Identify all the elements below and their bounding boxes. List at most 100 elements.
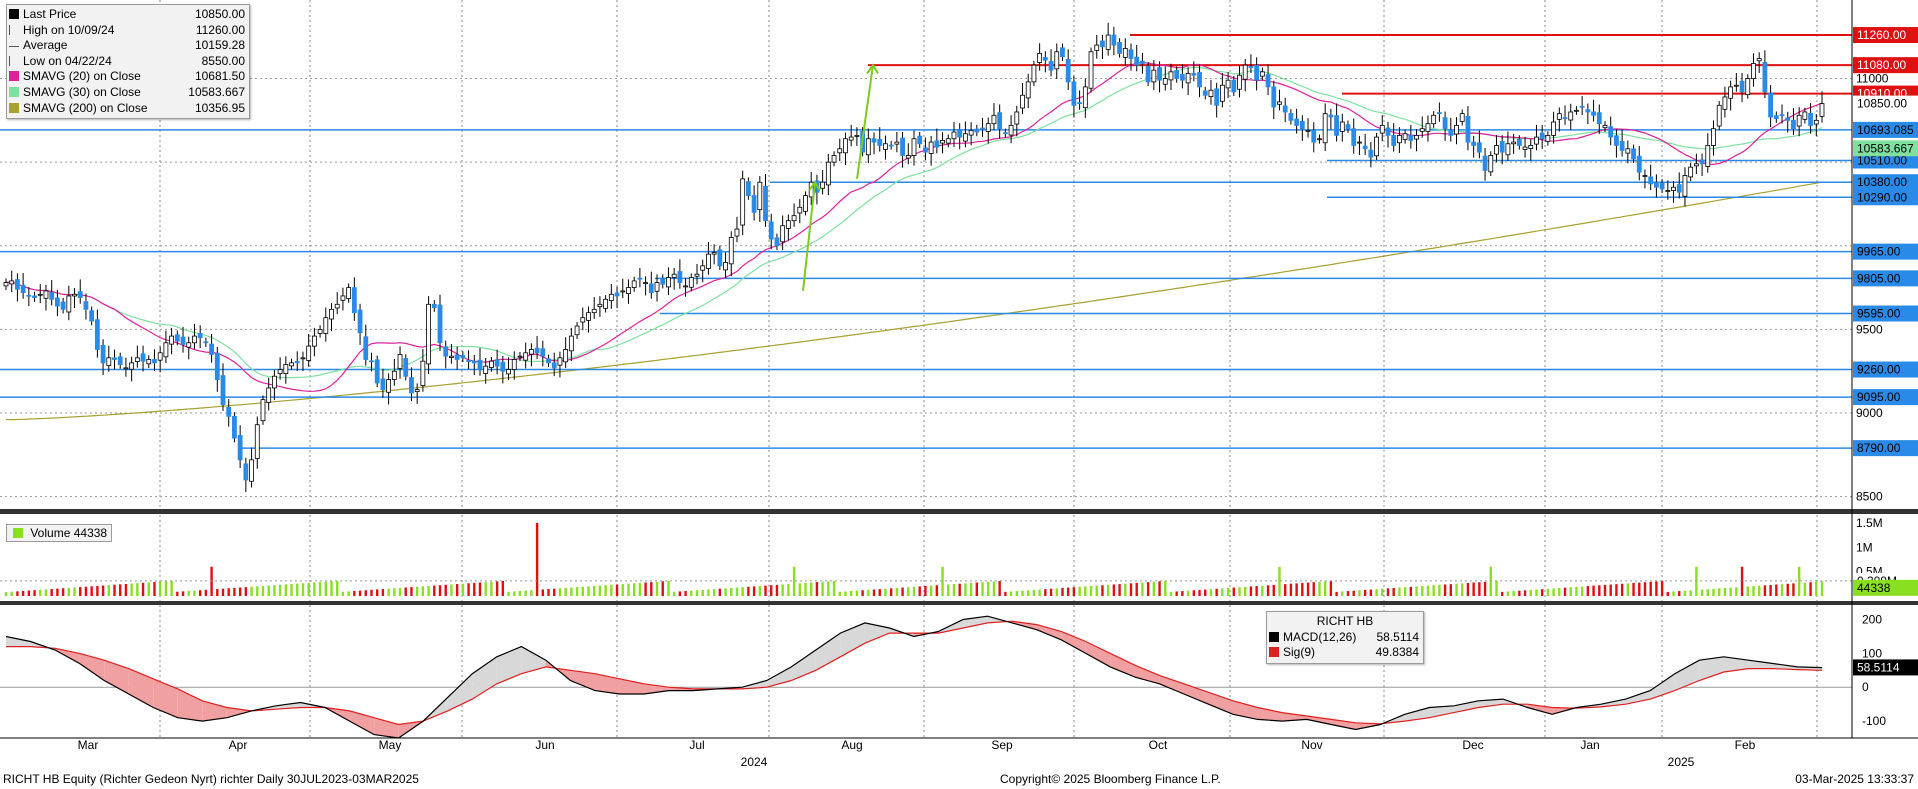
- volume-bar: [1592, 585, 1595, 596]
- volume-bar: [1021, 590, 1024, 596]
- down-candle: [660, 278, 666, 285]
- volume-bar: [650, 582, 653, 596]
- down-candle: [431, 303, 437, 309]
- down-candle: [374, 359, 380, 384]
- up-candle: [683, 285, 688, 288]
- down-candle: [980, 127, 985, 130]
- support-tag: 10380.00: [1857, 175, 1907, 189]
- volume-bar: [296, 583, 299, 596]
- month-label: Mar: [78, 738, 99, 752]
- up-candle: [1414, 134, 1419, 140]
- up-candle: [985, 123, 991, 132]
- up-candle: [1722, 96, 1728, 110]
- macd-fill: [570, 670, 595, 691]
- volume-bar: [1124, 583, 1127, 596]
- volume-bar: [1164, 581, 1167, 596]
- volume-bar: [1735, 587, 1738, 596]
- volume-bar: [158, 581, 162, 596]
- volume-bar: [216, 589, 219, 596]
- volume-bar: [170, 580, 173, 596]
- down-candle: [1591, 111, 1596, 116]
- volume-bar: [364, 590, 367, 596]
- up-candle: [905, 155, 911, 159]
- volume-tick-label: 1.5M: [1856, 516, 1883, 530]
- up-candle: [1277, 101, 1282, 105]
- volume-bar: [290, 584, 293, 596]
- up-candle: [1642, 175, 1648, 177]
- volume-bar: [1655, 581, 1658, 596]
- down-candle: [1579, 105, 1585, 108]
- up-candle: [1419, 128, 1425, 132]
- last-price-tag: 10850.00: [1857, 97, 1907, 111]
- up-candle: [780, 225, 786, 243]
- volume-bar: [1820, 581, 1824, 596]
- volume-bar: [1266, 585, 1270, 596]
- up-candle: [831, 155, 837, 163]
- down-candle: [437, 304, 443, 344]
- month-label: Oct: [1149, 738, 1168, 752]
- volume-bar: [1529, 589, 1532, 596]
- up-candle: [134, 357, 140, 362]
- volume-bar: [1066, 587, 1070, 596]
- up-candle: [608, 293, 614, 302]
- up-candle: [854, 134, 860, 137]
- support-tag-bg: [1853, 189, 1918, 206]
- down-candle: [1385, 127, 1391, 136]
- macd-fill: [496, 646, 522, 684]
- legend-value: 10356.95: [194, 100, 245, 115]
- volume-bar: [1729, 587, 1732, 596]
- volume-bar: [798, 583, 801, 596]
- down-candle: [1265, 74, 1271, 88]
- legend-label: SMAVG (30) on Close: [23, 84, 141, 99]
- volume-bar: [1706, 589, 1709, 596]
- down-candle: [1516, 139, 1522, 146]
- volume-bar: [575, 587, 579, 596]
- volume-bar: [1461, 583, 1464, 596]
- magenta-square-icon: [9, 71, 19, 82]
- macd-fill: [1699, 656, 1724, 681]
- volume-bar: [181, 591, 185, 596]
- arrow-head: [866, 63, 879, 75]
- volume-bar: [747, 586, 750, 596]
- volume-bar: [1569, 587, 1572, 596]
- down-candle: [351, 287, 357, 314]
- down-candle: [152, 359, 157, 364]
- volume-bar: [1609, 584, 1612, 596]
- down-candle: [1476, 142, 1482, 153]
- down-candle: [1294, 118, 1300, 126]
- up-candle: [865, 138, 871, 156]
- volume-bar: [393, 588, 396, 596]
- red-square-icon: [1269, 647, 1279, 658]
- volume-bar: [1381, 588, 1384, 596]
- down-candle: [1299, 120, 1305, 130]
- up-candle: [1705, 145, 1711, 167]
- sma200-layer: [5, 181, 1823, 421]
- volume-bar: [861, 590, 864, 596]
- volume-bar: [176, 591, 179, 596]
- down-candle: [294, 361, 300, 364]
- down-candle: [357, 309, 363, 334]
- up-candle: [1551, 121, 1556, 136]
- month-label: Apr: [229, 738, 248, 752]
- legend-label: SMAVG (20) on Close: [23, 69, 141, 84]
- down-candle: [900, 137, 905, 156]
- volume-bar: [1084, 586, 1087, 596]
- macd-fill: [1453, 700, 1479, 713]
- volume-bar: [958, 583, 961, 596]
- up-candle: [837, 148, 843, 154]
- macd-layer: [0, 615, 1852, 739]
- up-candle: [671, 273, 677, 278]
- support-tag-bg: [1853, 121, 1918, 138]
- down-candle: [1231, 79, 1237, 93]
- volume-bar: [10, 591, 13, 596]
- volume-bar: [1603, 584, 1607, 596]
- volume-bar: [330, 581, 333, 596]
- up-candle: [9, 280, 15, 285]
- volume-bar: [84, 586, 88, 596]
- macd-line: [5, 615, 1823, 739]
- down-candle: [1739, 80, 1745, 93]
- volume-bar: [1152, 581, 1156, 596]
- volume-bar: [1044, 589, 1047, 596]
- volume-bar: [1746, 586, 1749, 596]
- up-candle: [1728, 86, 1734, 99]
